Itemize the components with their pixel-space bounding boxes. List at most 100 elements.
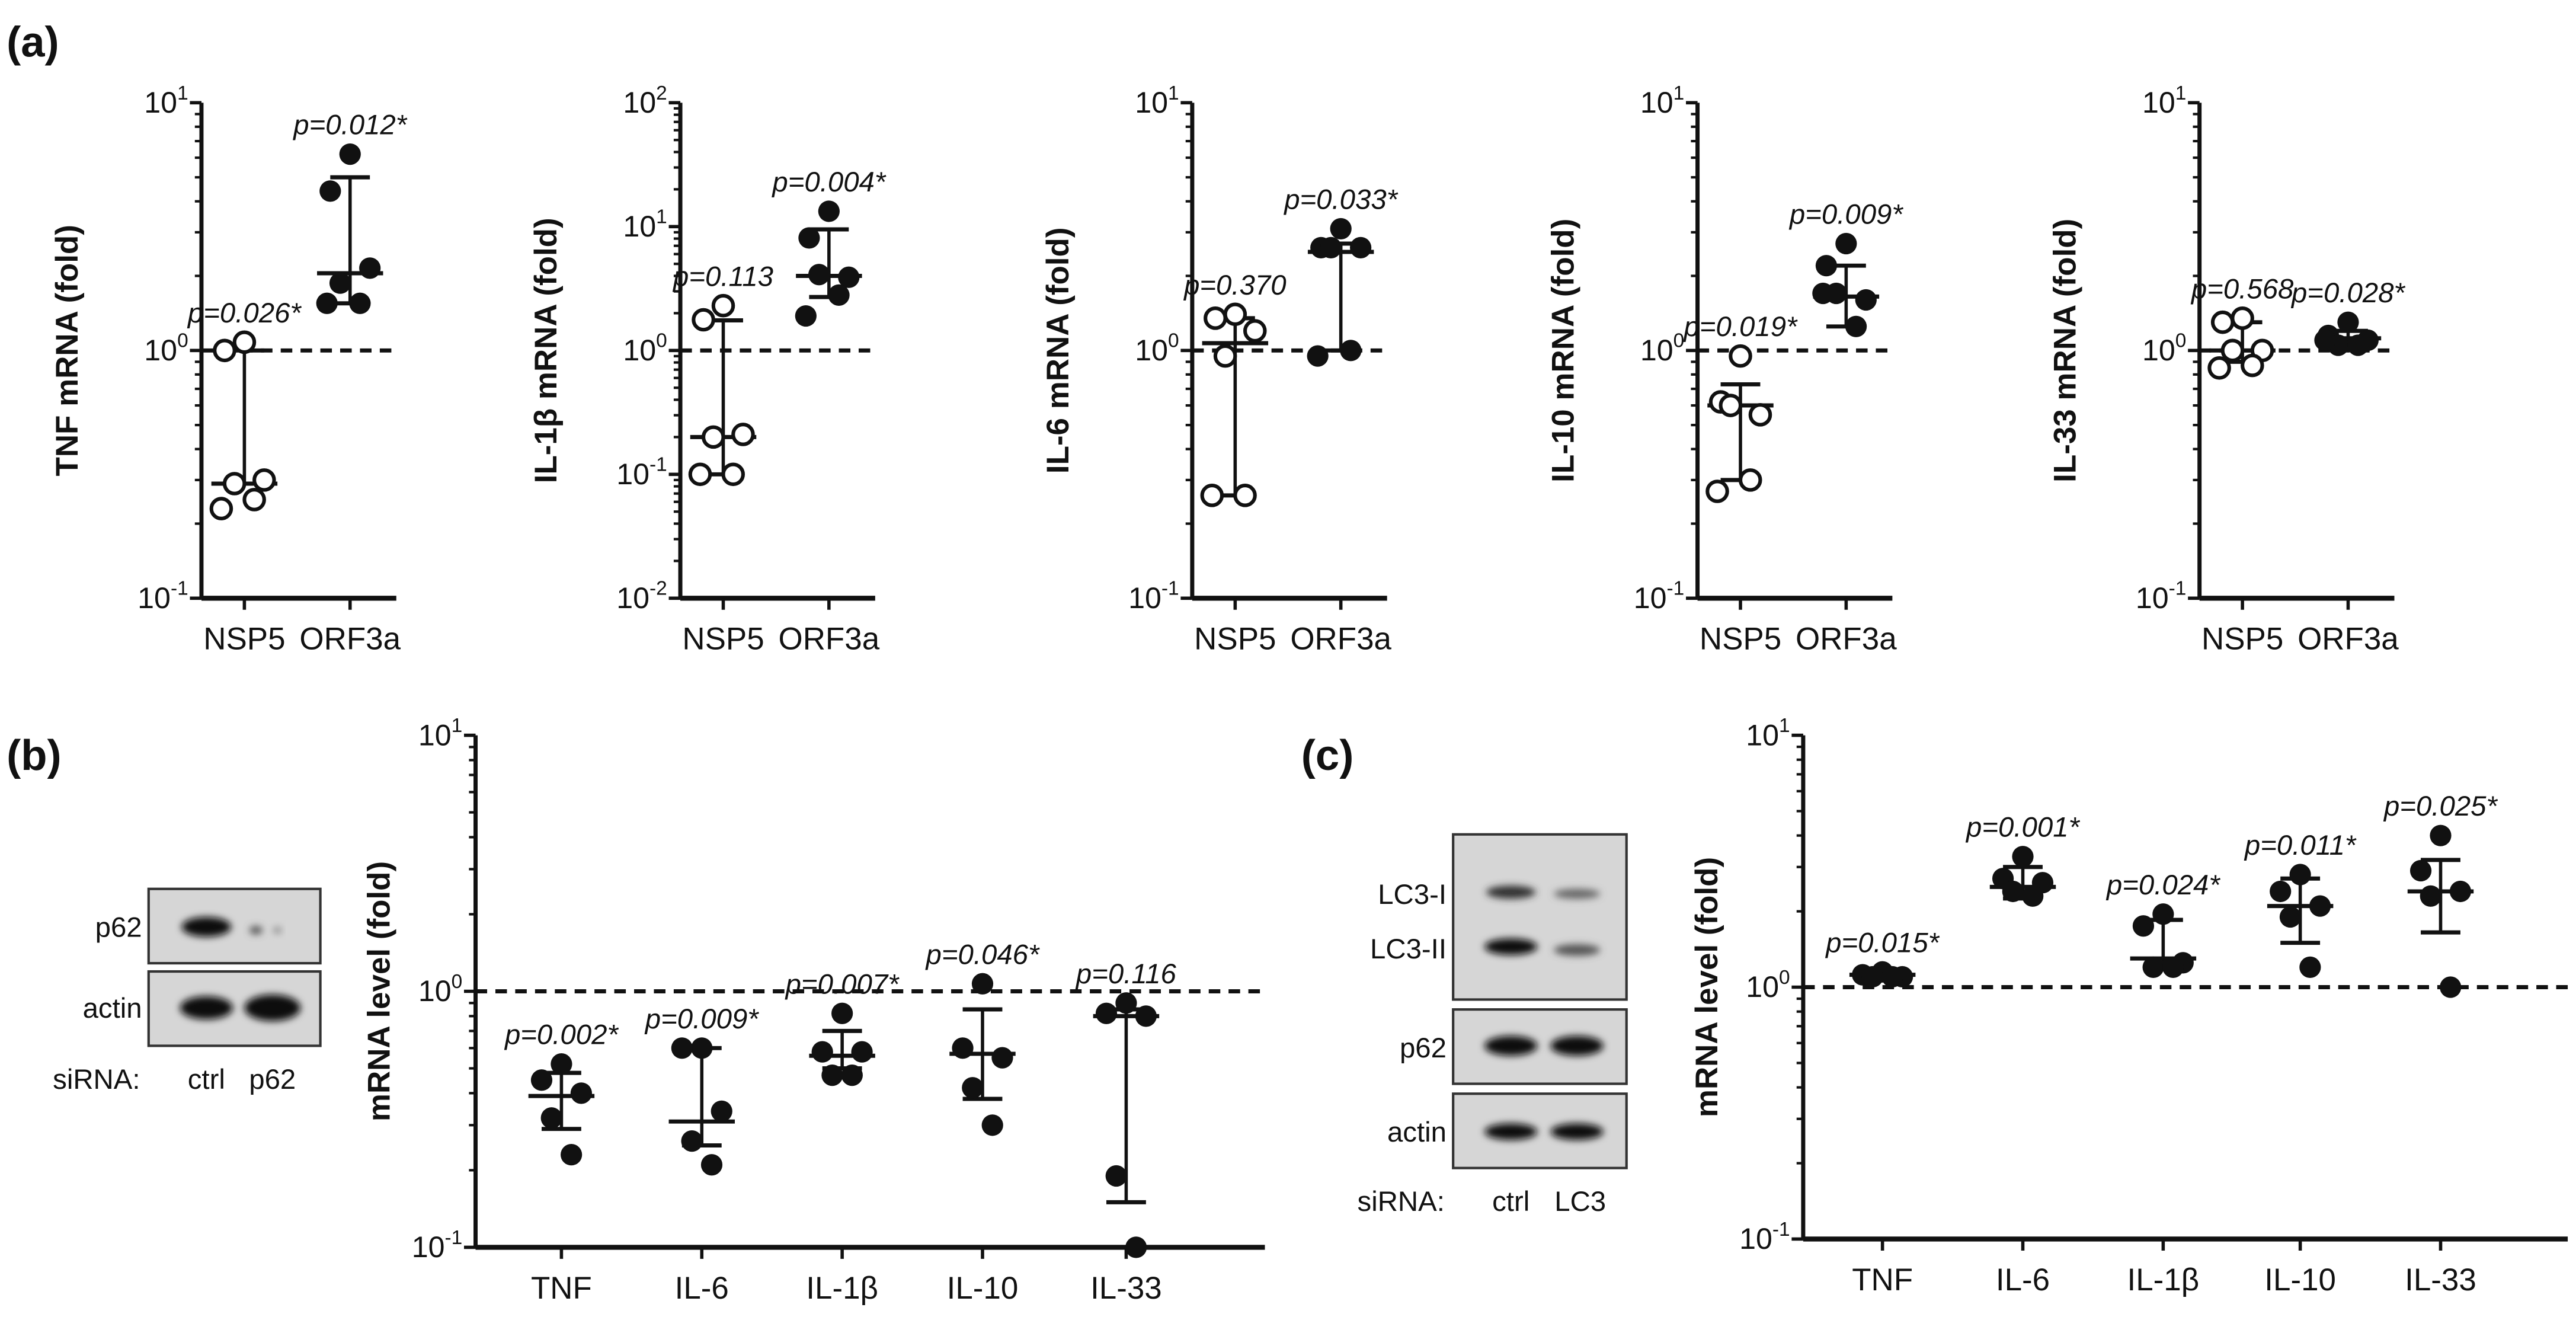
p-value-label: p=0.026* (187, 298, 302, 329)
p-value-label: p=0.025* (2383, 791, 2498, 822)
p-value-label: p=0.001* (1965, 812, 2081, 843)
band (181, 917, 232, 937)
western-blot-b: p62 actin siRNA: ctrl p62 (53, 887, 322, 1095)
data-point-open (731, 423, 755, 446)
data-point-open (1748, 403, 1772, 427)
data-point (319, 180, 341, 202)
data-point (359, 257, 381, 279)
y-axis-label: IL-6 mRNA (fold) (1041, 228, 1076, 474)
p-value-label: p=0.370 (1183, 270, 1287, 301)
data-point (2012, 846, 2034, 868)
data-point (1835, 232, 1857, 255)
y-axis-label: mRNA level (fold) (1689, 857, 1724, 1117)
western-blot-c: LC3-I LC3-II p62 actin siRNA: ctrl LC3 (1358, 833, 1628, 1217)
data-point-open (2220, 338, 2245, 363)
data-point (2440, 976, 2462, 998)
data-point (851, 1041, 873, 1063)
data-point-open (1705, 480, 1729, 503)
data-point (1105, 1165, 1127, 1187)
p-value-label: p=0.009* (1788, 199, 1904, 231)
data-point (551, 1053, 572, 1075)
data-point-open (2210, 310, 2235, 334)
band (1484, 1035, 1538, 1056)
data-point (1349, 236, 1372, 258)
data-point-open (692, 308, 715, 332)
blot-row-label: LC3-II (1370, 934, 1447, 965)
y-tick-label: 101 (1746, 715, 1790, 752)
data-point (329, 272, 351, 294)
chart-a1: 10-1 100 101 TNF mRNA (fold) NSP5 p=0.026* ORF… (50, 82, 408, 657)
x-tick-label: IL-6 (1996, 1262, 2050, 1297)
data-point-open (252, 468, 276, 492)
data-point-open (222, 472, 247, 496)
sirna-label: siRNA: (1358, 1186, 1445, 1217)
data-point-open (242, 488, 266, 512)
data-point (828, 284, 850, 306)
data-point (962, 1077, 984, 1099)
data-point (2142, 956, 2164, 978)
y-tick-label: 101 (1640, 82, 1684, 119)
panel-label-c: (c) (1301, 731, 1354, 779)
data-point (691, 1037, 713, 1059)
data-point (991, 1047, 1013, 1069)
band (273, 926, 282, 934)
chart-c: 10-1 100 101 mRNA level (fold) TNF p=0.015* IL… (1689, 715, 2568, 1297)
data-point (2449, 880, 2472, 903)
data-point (841, 1065, 863, 1086)
y-tick-label: 102 (623, 82, 667, 119)
data-point (1815, 255, 1838, 277)
chart-a2: 10-2 10-1 100 101 102 IL-1β mRNA (fold) NSP5 p=… (529, 82, 887, 657)
data-point (952, 1037, 974, 1059)
data-point (671, 1037, 693, 1059)
p-value-label: p=0.046* (925, 939, 1041, 970)
data-point (700, 1154, 723, 1176)
data-point (2337, 311, 2359, 333)
y-tick-label: 10-1 (137, 578, 188, 615)
data-point-open (1200, 484, 1224, 507)
data-point (2309, 895, 2331, 917)
data-point (2299, 956, 2321, 978)
data-point-open (1738, 468, 1762, 492)
y-tick-label: 10-1 (616, 454, 667, 491)
data-point (1135, 1005, 1157, 1027)
y-tick-label: 101 (1135, 82, 1179, 119)
y-tick-label: 10-2 (616, 578, 667, 615)
chart-a3: 10-1 100 101 IL-6 mRNA (fold) NSP5 p=0.370 ORF… (1041, 82, 1399, 657)
x-tick-label: NSP5 (682, 622, 764, 657)
band (1550, 1123, 1604, 1140)
p-value-label: p=0.033* (1283, 184, 1399, 215)
band (180, 996, 233, 1019)
panel-label-b: (b) (7, 731, 62, 779)
data-point-open (1223, 302, 1247, 327)
x-tick-label: IL-10 (947, 1271, 1019, 1306)
p-value-label: p=0.024* (2105, 870, 2221, 901)
data-point-open (721, 462, 745, 487)
data-point (681, 1130, 703, 1152)
blot-row-label: LC3-I (1378, 879, 1447, 910)
y-tick-label: 100 (144, 330, 188, 367)
y-axis-label: IL-10 mRNA (fold) (1546, 219, 1581, 482)
x-tick-label: NSP5 (1194, 622, 1276, 657)
y-tick-label: 100 (1746, 967, 1790, 1003)
data-point (540, 1107, 562, 1129)
y-axis-label: mRNA level (fold) (362, 861, 397, 1121)
x-tick-label: ORF3a (779, 622, 880, 657)
x-tick-label: ORF3a (2297, 622, 2399, 657)
data-point (530, 1069, 553, 1091)
data-point (2132, 915, 2155, 937)
x-tick-label: ORF3a (1796, 622, 1897, 657)
p-value-label: p=0.012* (292, 110, 408, 141)
data-point (349, 292, 371, 314)
p-value-label: p=0.113 (672, 261, 773, 292)
x-tick-label: TNF (1852, 1262, 1913, 1297)
band (1484, 1123, 1538, 1140)
data-point (1845, 315, 1867, 337)
data-point (2002, 880, 2024, 903)
data-point-open (1243, 319, 1267, 343)
data-point (1855, 289, 1877, 311)
y-axis-label: IL-33 mRNA (fold) (2048, 219, 2083, 482)
data-point (2279, 906, 2302, 928)
data-point (561, 1144, 583, 1166)
chart-b: 10-1 100 101 mRNA level (fold) TNF p=0.002* IL… (362, 715, 1265, 1306)
data-point (316, 292, 338, 314)
